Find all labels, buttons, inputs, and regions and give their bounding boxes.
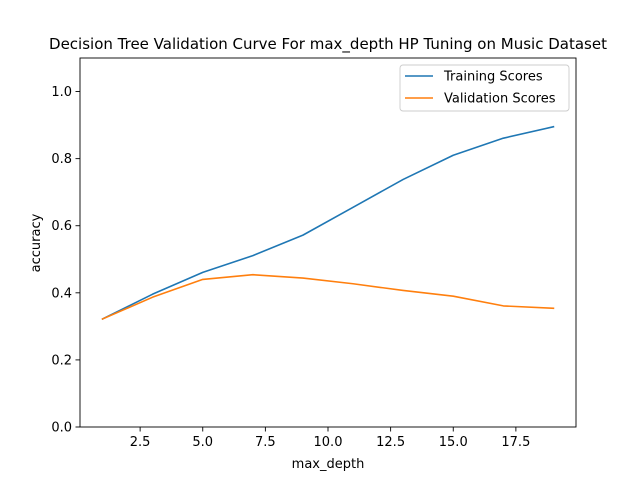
legend-label-validation-scores: Validation Scores bbox=[444, 92, 556, 107]
x-tick-label: 7.5 bbox=[255, 435, 276, 450]
plot-area: 2.5 5.0 7.5 10.0 12.5 15.0 17.5 0.0 0.2 0.4 0.6 0.8… bbox=[51, 57, 577, 450]
y-tick-label: 1.0 bbox=[51, 85, 72, 100]
legend-label-training-scores: Training Scores bbox=[443, 70, 543, 85]
x-axis-label: max_depth bbox=[292, 457, 365, 472]
legend: Training Scores Validation Scores bbox=[399, 64, 570, 112]
y-tick-label: 0.2 bbox=[51, 353, 72, 368]
legend-box bbox=[399, 64, 570, 112]
series-line-training-scores bbox=[101, 125, 555, 321]
y-tick-label: 0.0 bbox=[51, 421, 72, 436]
x-tick-label: 12.5 bbox=[376, 435, 405, 450]
x-tick-label: 15.0 bbox=[439, 435, 468, 450]
x-tick-label: 5.0 bbox=[192, 435, 213, 450]
series-line-validation-scores bbox=[101, 273, 555, 321]
x-tick-label: 10.0 bbox=[314, 435, 343, 450]
x-tick-label: 17.5 bbox=[501, 435, 530, 450]
x-tick-label: 2.5 bbox=[130, 435, 151, 450]
chart-title: Decision Tree Validation Curve For max_d… bbox=[49, 35, 607, 54]
y-tick-label: 0.4 bbox=[51, 286, 72, 301]
y-tick-label: 0.8 bbox=[51, 152, 72, 167]
y-tick-label: 0.6 bbox=[51, 219, 72, 234]
y-axis-label: accuracy bbox=[29, 213, 44, 272]
